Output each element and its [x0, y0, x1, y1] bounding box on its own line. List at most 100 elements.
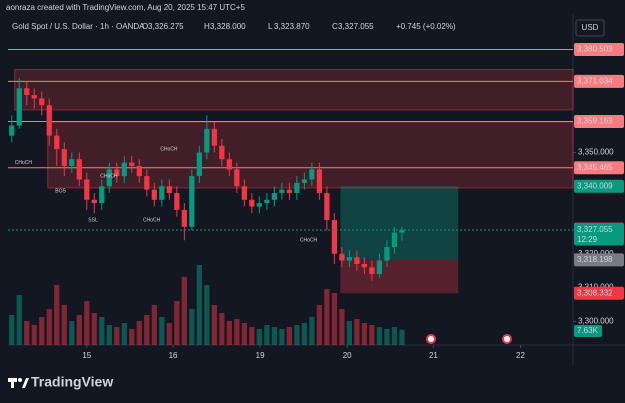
price-level-label: 3,318.198: [577, 255, 613, 264]
readout-name: H: [204, 22, 210, 31]
volume-bar: [234, 319, 240, 345]
price-level-label: 3,308.332: [577, 288, 613, 297]
volume-bar: [219, 313, 225, 345]
candle-body: [136, 165, 142, 177]
candle-body: [226, 159, 232, 170]
candle-body: [46, 105, 52, 136]
volume-bar: [129, 329, 135, 345]
volume-bar: [346, 321, 353, 345]
price-level-box: [574, 42, 624, 56]
x-tick-label: 21: [429, 351, 438, 360]
logo: [8, 378, 29, 388]
volume-bar: [31, 325, 37, 345]
candle-body: [331, 220, 338, 254]
credit: aonraza created with TradingView.com, Au…: [6, 3, 245, 12]
brand: TradingView: [31, 374, 113, 390]
candle-body: [99, 186, 105, 204]
x-tick-label: 22: [516, 351, 525, 360]
current-price-label: 3,327.055: [577, 225, 613, 234]
volume-bar: [61, 305, 67, 345]
volume-bar: [196, 265, 202, 345]
volume-bar: [286, 327, 293, 345]
target-zone: [340, 186, 459, 260]
candle-body: [24, 88, 30, 96]
annotation: CHoCH: [160, 146, 178, 152]
price-level-label: 3,340.009: [577, 181, 613, 190]
volume-bar: [24, 321, 30, 345]
candle-body: [294, 182, 300, 194]
volume-bar: [256, 329, 262, 345]
candle-body: [84, 179, 90, 200]
candle-body: [354, 257, 360, 264]
volume-label-box: [574, 325, 602, 337]
volume-bar: [226, 321, 232, 345]
candle-body: [256, 203, 262, 207]
annotation: CHoCH: [15, 160, 33, 166]
price-level-label: 3,345.465: [577, 163, 613, 172]
volume-bar: [301, 323, 308, 345]
volume-bar: [181, 277, 187, 345]
candle-body: [76, 159, 82, 180]
candle-body: [39, 98, 45, 106]
price-level-box: [574, 286, 624, 300]
currency: USD: [582, 23, 599, 32]
candle-body: [16, 88, 22, 126]
volume-bar: [241, 323, 247, 345]
currency-box[interactable]: [575, 19, 605, 37]
candle-body: [399, 229, 405, 233]
readout-value: 3,328.000: [210, 22, 246, 31]
volume-bar: [99, 317, 105, 345]
price-level-box: [574, 115, 624, 129]
stop-zone: [340, 259, 459, 294]
candle-body: [54, 135, 60, 150]
annotation: SSL: [88, 217, 98, 223]
volume-bar: [159, 317, 165, 345]
candle-body: [129, 162, 135, 166]
x-tick-label: 19: [256, 351, 265, 360]
volume-bar: [294, 325, 300, 345]
volume-bar: [39, 317, 45, 345]
candle-body: [159, 186, 165, 200]
candle-body: [346, 257, 353, 261]
volume-bar: [316, 305, 323, 345]
volume-bar: [91, 313, 97, 345]
volume-bar: [354, 319, 360, 345]
volume-bar: [309, 317, 315, 345]
candle-body: [384, 247, 390, 261]
plot: CHoCH BOS CHoCH SSL CHoCH CHoCH CHoCH: [8, 48, 574, 345]
volume-bar: [376, 327, 383, 345]
candle-body: [189, 176, 195, 227]
volume-label: 7.63K: [577, 326, 599, 335]
volume-bar: [271, 327, 277, 345]
volume-bar: [144, 315, 150, 345]
flag: [502, 334, 512, 344]
x-tick-label: 20: [343, 351, 352, 360]
countdown: 12:29: [577, 235, 598, 244]
candle-body: [241, 186, 247, 200]
x-tick-label: 15: [82, 351, 91, 360]
candle-body: [286, 189, 293, 194]
y-tick-label: 3,350.000: [578, 148, 614, 157]
volume-bar: [69, 321, 75, 345]
candle-body: [234, 169, 240, 187]
candle-body: [324, 193, 330, 221]
volume-bar: [46, 309, 52, 345]
annotation: BOS: [55, 188, 66, 194]
volume-bar: [174, 301, 180, 345]
candle-body: [121, 162, 127, 177]
candle-body: [271, 193, 277, 200]
volume-bar: [136, 321, 142, 345]
volume-bar: [151, 305, 157, 345]
candle-body: [316, 169, 323, 194]
candle-body: [174, 193, 180, 210]
volume-bar: [369, 325, 375, 345]
candle-body: [114, 169, 120, 177]
y-tick-label: 3,300.000: [578, 316, 614, 325]
readout-name: C: [332, 22, 338, 31]
candle-body: [376, 260, 383, 275]
candle-body: [204, 128, 210, 153]
candle-body: [31, 95, 37, 99]
volume-bar: [204, 285, 210, 345]
volume-bar: [264, 325, 270, 345]
